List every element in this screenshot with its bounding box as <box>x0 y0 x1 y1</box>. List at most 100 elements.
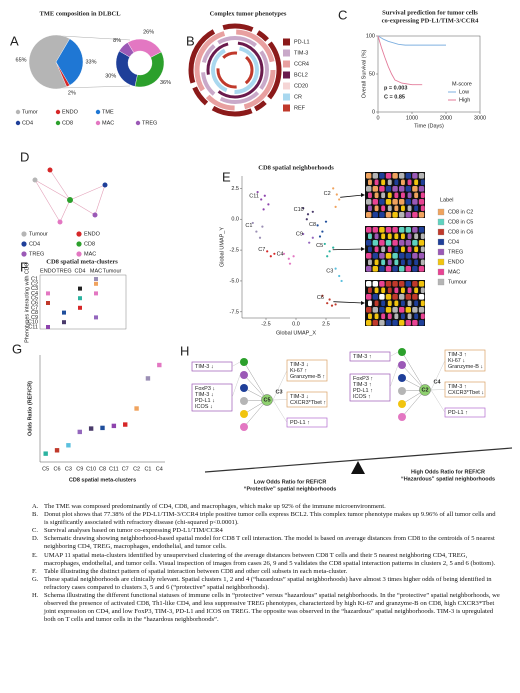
row-label: C4 <box>31 291 38 297</box>
tissue-cell <box>418 240 425 246</box>
panel-label: B <box>186 33 195 48</box>
tissue-cell <box>366 307 372 313</box>
cluster-label: C5 <box>263 397 270 403</box>
tissue-cell <box>381 205 386 212</box>
legend-swatch <box>21 231 27 237</box>
caption-label: E. <box>32 551 38 559</box>
tissue-cell <box>418 186 425 192</box>
point <box>316 224 319 227</box>
network-schematic <box>32 167 108 225</box>
table-mark <box>94 315 98 320</box>
marker-text: TIM-3 ↓ <box>195 392 214 398</box>
tissue-cell <box>418 294 425 300</box>
point <box>334 267 337 270</box>
slice-label: 30% <box>105 73 116 79</box>
tissue-cell <box>368 192 372 199</box>
tissue-cell <box>418 281 425 287</box>
tissue-cell <box>405 281 411 287</box>
tissue-cell <box>392 294 398 300</box>
ring <box>188 23 282 117</box>
tissue-cell <box>394 179 399 186</box>
panel-label: E <box>222 169 231 184</box>
edge <box>243 399 268 428</box>
legend-label: MAC <box>102 120 114 126</box>
x-axis-label: Global UMAP_X <box>276 330 316 336</box>
tissue-cell <box>399 240 405 246</box>
legend-label: CD8 <box>84 241 95 247</box>
marker-text: CXCR3*Tbet ↓ <box>448 390 484 396</box>
cluster-label: C3 <box>326 269 333 275</box>
tissue-cell <box>366 173 372 179</box>
tissue-cell <box>401 313 405 320</box>
tissue-cell <box>414 192 419 199</box>
legend-label: Tumour <box>448 279 467 285</box>
slice-label: 26% <box>143 30 154 36</box>
edge <box>430 389 446 413</box>
point <box>302 207 305 210</box>
legend-label: BCL2 <box>294 72 308 78</box>
tissue-cell <box>368 246 372 253</box>
caption-label: C. <box>32 527 39 535</box>
point <box>256 190 259 194</box>
tissue-cell <box>420 287 425 294</box>
dot <box>157 362 162 368</box>
marker-text: TIM-3 ↓ <box>195 364 214 370</box>
table-mark <box>94 291 98 296</box>
tissue-cell <box>405 294 411 300</box>
y-tick-label: -5.0 <box>230 278 239 284</box>
tissue-cell <box>368 259 372 266</box>
tissue-cell <box>387 246 392 253</box>
tissue-cell <box>392 307 398 313</box>
dot <box>88 426 94 431</box>
tissue-cell <box>407 179 412 186</box>
tissue-cell <box>379 240 385 246</box>
edge <box>243 361 268 401</box>
caption-text: Donut plot shows that 77.38% of the PD-L… <box>44 511 496 527</box>
tissue-cell <box>366 212 372 218</box>
cell-node <box>240 384 248 392</box>
tissue-cell <box>420 300 425 307</box>
x-tick-label: C8 <box>99 466 106 472</box>
marker-text: ICOS ↓ <box>195 404 213 410</box>
cluster-label: C9 <box>296 232 303 238</box>
legend-label: CD20 <box>294 83 308 89</box>
point <box>251 221 254 225</box>
tissue-cell <box>414 287 419 294</box>
tissue-cell <box>407 192 412 199</box>
tissue-cell <box>385 240 392 246</box>
edge <box>94 184 106 216</box>
x-axis-label: Time (Days) <box>414 123 444 129</box>
tissue-cell <box>381 259 386 266</box>
point <box>334 205 337 208</box>
tissue-cell <box>385 320 392 326</box>
tissue-cell <box>385 307 392 313</box>
caption-item: A. The TME was composed predominantly of … <box>32 503 500 511</box>
table-mark <box>78 305 82 310</box>
x-tick-label: C9 <box>76 466 83 472</box>
node <box>92 212 98 218</box>
panel-label: C <box>338 7 347 22</box>
tissue-cell <box>407 246 412 253</box>
tissue-cell <box>381 233 386 240</box>
point <box>266 250 269 253</box>
x-tick-label: C11 <box>109 466 119 472</box>
tissue-cell <box>401 300 405 307</box>
cluster-label: C4 <box>277 252 284 258</box>
legend-label: Low <box>459 89 469 95</box>
tissue-cell <box>418 199 425 205</box>
y-tick-label: -2.5 <box>230 248 239 254</box>
tissue-cell <box>385 294 392 300</box>
caption-label: F. <box>32 567 37 575</box>
chart-title: CD8 spatial neighborhoods <box>258 164 334 171</box>
tissue-cell <box>412 281 418 287</box>
cluster-label: C5 <box>316 243 323 249</box>
tissue-cell <box>414 259 419 266</box>
table-mark <box>46 325 50 329</box>
tissue-cell <box>414 300 419 307</box>
tissue-cell <box>405 266 411 272</box>
panel-label: H <box>180 343 189 358</box>
point <box>255 230 258 233</box>
ring <box>206 41 264 99</box>
x-tick-label: 0.0 <box>292 321 300 327</box>
